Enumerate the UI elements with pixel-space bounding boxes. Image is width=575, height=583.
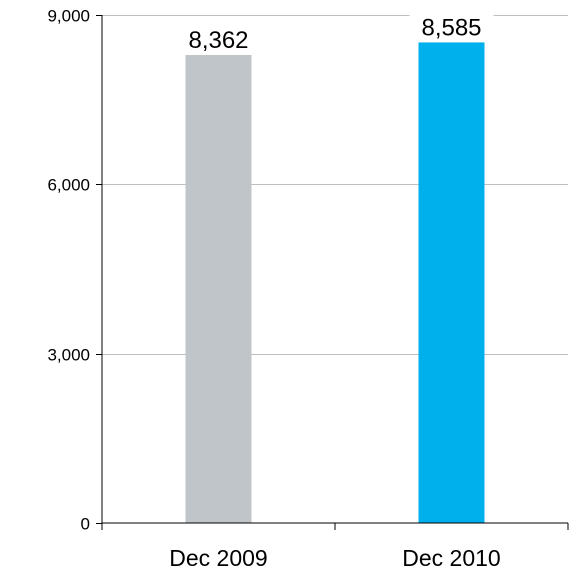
axes [101,15,568,524]
y-ticks: 0 3,000 6,000 9,000 [47,7,102,534]
x-category-label: Dec 2010 [402,545,500,571]
data-label-background [176,25,261,56]
y-tick-label: 9,000 [47,7,90,26]
gridlines [102,15,568,355]
data-label-background [409,12,494,43]
data-label: 8,585 [421,14,481,41]
data-label: 8,362 [188,27,248,54]
bars [185,38,485,524]
x-category-label: Dec 2009 [169,545,267,571]
y-tick-label: 6,000 [47,176,90,195]
bar [185,51,252,523]
x-ticks: Dec 2009 Dec 2010 [101,523,569,571]
bar [418,38,485,524]
y-tick-label: 0 [81,515,90,534]
y-tick-label: 3,000 [47,346,90,365]
data-labels: 8,362 8,585 [176,12,494,56]
